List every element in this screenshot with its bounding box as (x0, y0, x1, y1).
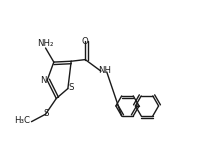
Text: O: O (82, 37, 89, 46)
Text: S: S (44, 109, 49, 118)
Text: H₃C: H₃C (14, 116, 30, 125)
Text: N: N (40, 76, 47, 85)
Text: S: S (68, 83, 74, 92)
Text: NH: NH (99, 66, 112, 75)
Text: NH₂: NH₂ (37, 39, 54, 48)
